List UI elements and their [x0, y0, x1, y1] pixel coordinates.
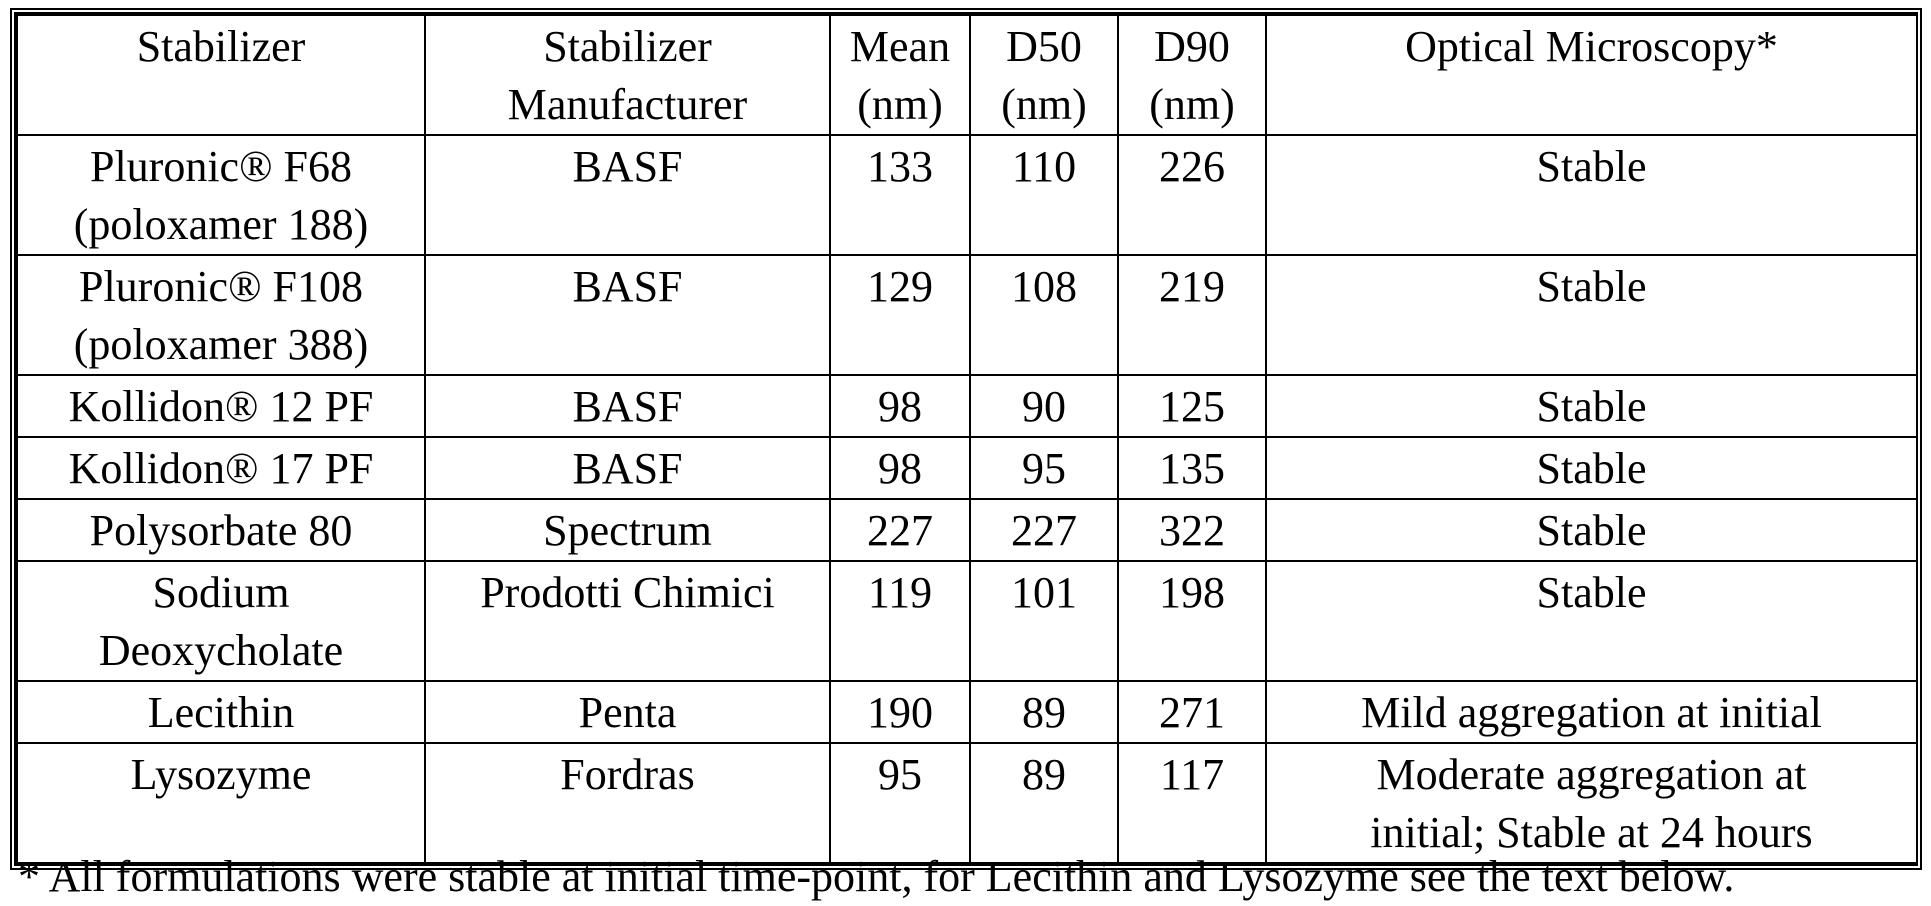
- header-d90: D90 (nm): [1118, 15, 1266, 135]
- cell-manufacturer: BASF: [425, 255, 830, 375]
- cell-manufacturer: Fordras: [425, 743, 830, 863]
- cell-manufacturer: BASF: [425, 375, 830, 437]
- cell-optical: Mild aggregation at initial: [1266, 681, 1917, 743]
- data-table-frame: Stabilizer Stabilizer Manufacturer Mean …: [10, 8, 1922, 870]
- cell-optical: Stable: [1266, 437, 1917, 499]
- header-row: Stabilizer Stabilizer Manufacturer Mean …: [17, 15, 1917, 135]
- cell-optical: Stable: [1266, 375, 1917, 437]
- table-row: Kollidon® 12 PF BASF 98 90 125 Stable: [17, 375, 1917, 437]
- cell-stabilizer: Sodium Deoxycholate: [17, 561, 425, 681]
- cell-optical: Stable: [1266, 499, 1917, 561]
- cell-mean: 133: [830, 135, 970, 255]
- cell-d50: 227: [970, 499, 1118, 561]
- cell-manufacturer: BASF: [425, 437, 830, 499]
- cell-manufacturer: Prodotti Chimici: [425, 561, 830, 681]
- cell-d90: 226: [1118, 135, 1266, 255]
- cell-manufacturer: Penta: [425, 681, 830, 743]
- cell-mean: 98: [830, 375, 970, 437]
- header-mean: Mean (nm): [830, 15, 970, 135]
- cell-d50: 89: [970, 681, 1118, 743]
- cell-d90: 117: [1118, 743, 1266, 863]
- cell-stabilizer: Kollidon® 17 PF: [17, 437, 425, 499]
- stabilizer-table: Stabilizer Stabilizer Manufacturer Mean …: [16, 14, 1918, 864]
- table-row: Pluronic® F68 (poloxamer 188) BASF 133 1…: [17, 135, 1917, 255]
- cell-d90: 271: [1118, 681, 1266, 743]
- table-row: Lecithin Penta 190 89 271 Mild aggregati…: [17, 681, 1917, 743]
- table-row: Lysozyme Fordras 95 89 117 Moderate aggr…: [17, 743, 1917, 863]
- cell-optical: Stable: [1266, 255, 1917, 375]
- cell-optical: Moderate aggregation at initial; Stable …: [1266, 743, 1917, 863]
- cell-stabilizer: Pluronic® F108 (poloxamer 388): [17, 255, 425, 375]
- table-row: Polysorbate 80 Spectrum 227 227 322 Stab…: [17, 499, 1917, 561]
- cell-stabilizer: Pluronic® F68 (poloxamer 188): [17, 135, 425, 255]
- table-row: Sodium Deoxycholate Prodotti Chimici 119…: [17, 561, 1917, 681]
- cell-optical: Stable: [1266, 135, 1917, 255]
- cell-d50: 110: [970, 135, 1118, 255]
- cell-d50: 95: [970, 437, 1118, 499]
- cell-d90: 219: [1118, 255, 1266, 375]
- cell-d90: 135: [1118, 437, 1266, 499]
- table-row: Pluronic® F108 (poloxamer 388) BASF 129 …: [17, 255, 1917, 375]
- cell-d50: 90: [970, 375, 1118, 437]
- cell-mean: 190: [830, 681, 970, 743]
- cell-mean: 98: [830, 437, 970, 499]
- cell-d90: 322: [1118, 499, 1266, 561]
- table-footnote: * All formulations were stable at initia…: [18, 848, 1734, 906]
- cell-d50: 89: [970, 743, 1118, 863]
- header-optical-microscopy: Optical Microscopy*: [1266, 15, 1917, 135]
- cell-d50: 108: [970, 255, 1118, 375]
- cell-stabilizer: Lysozyme: [17, 743, 425, 863]
- table-row: Kollidon® 17 PF BASF 98 95 135 Stable: [17, 437, 1917, 499]
- cell-mean: 129: [830, 255, 970, 375]
- header-manufacturer: Stabilizer Manufacturer: [425, 15, 830, 135]
- cell-d90: 125: [1118, 375, 1266, 437]
- cell-d90: 198: [1118, 561, 1266, 681]
- cell-mean: 227: [830, 499, 970, 561]
- cell-stabilizer: Kollidon® 12 PF: [17, 375, 425, 437]
- cell-stabilizer: Lecithin: [17, 681, 425, 743]
- cell-stabilizer: Polysorbate 80: [17, 499, 425, 561]
- cell-mean: 119: [830, 561, 970, 681]
- cell-manufacturer: BASF: [425, 135, 830, 255]
- header-d50: D50 (nm): [970, 15, 1118, 135]
- cell-manufacturer: Spectrum: [425, 499, 830, 561]
- cell-d50: 101: [970, 561, 1118, 681]
- cell-optical: Stable: [1266, 561, 1917, 681]
- cell-mean: 95: [830, 743, 970, 863]
- header-stabilizer: Stabilizer: [17, 15, 425, 135]
